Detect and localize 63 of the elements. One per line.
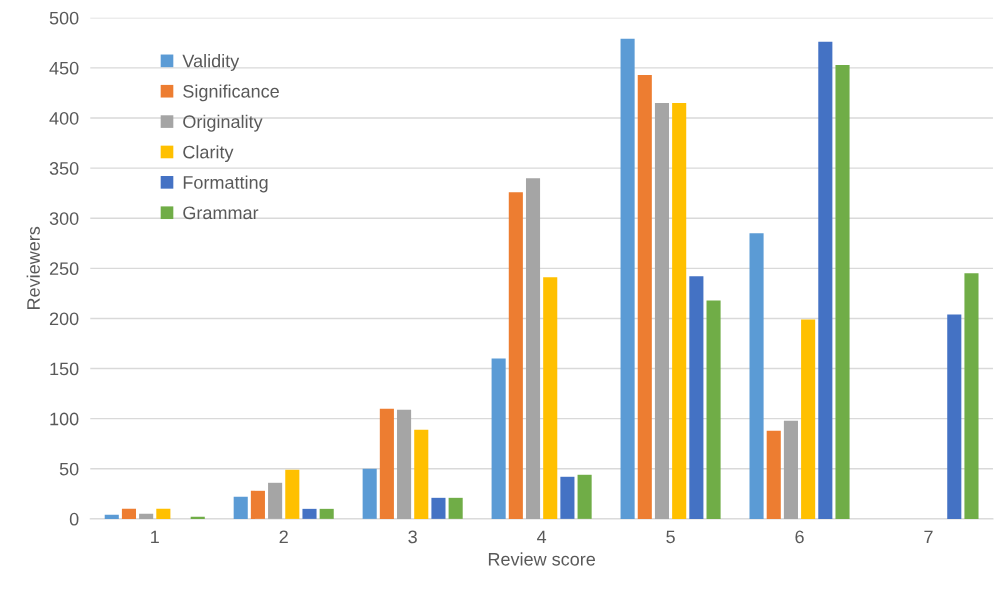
- bar: [835, 64, 850, 519]
- y-tick-label: 450: [49, 61, 79, 75]
- x-tick-label: 3: [408, 530, 417, 544]
- legend-label: Formatting: [183, 175, 268, 193]
- x-tick-label: 2: [279, 530, 288, 544]
- legend-label: Clarity: [183, 145, 234, 163]
- bar: [397, 409, 412, 519]
- bar: [801, 319, 816, 519]
- bar: [525, 178, 541, 519]
- bar: [818, 41, 833, 519]
- y-tick-label: 250: [49, 262, 79, 276]
- y-tick-label: 0: [69, 512, 79, 526]
- bar: [508, 192, 523, 519]
- bar: [250, 490, 265, 519]
- bar: [543, 277, 558, 519]
- y-tick-label: 350: [49, 162, 79, 175]
- bar: [783, 420, 798, 519]
- bar: [577, 474, 592, 519]
- x-tick-label: 6: [795, 530, 804, 544]
- y-tick-label: 50: [59, 462, 79, 476]
- bar: [491, 358, 506, 519]
- y-tick-label: 200: [49, 312, 79, 326]
- y-tick-label: 150: [50, 362, 79, 376]
- bar: [268, 482, 283, 519]
- bar: [302, 508, 317, 519]
- bar: [414, 429, 429, 519]
- bar: [190, 516, 205, 519]
- bar: [431, 497, 446, 519]
- bar: [637, 74, 652, 519]
- legend-label: Validity: [182, 54, 240, 71]
- bar: [654, 102, 670, 519]
- bar: [121, 508, 137, 519]
- y-tick-label: 500: [49, 11, 79, 25]
- y-tick-label: 100: [50, 412, 79, 426]
- bar: [104, 514, 119, 519]
- bar: [156, 508, 171, 519]
- y-tick-label: 300: [49, 212, 79, 225]
- legend-label: Significance: [183, 84, 279, 102]
- bar: [749, 233, 764, 519]
- bar: [672, 102, 687, 519]
- x-tick-label: 5: [666, 530, 675, 544]
- legend-label: Originality: [183, 114, 263, 132]
- y-tick-label: 400: [49, 111, 79, 125]
- x-tick-label: 1: [151, 530, 159, 544]
- bar: [233, 496, 248, 519]
- bar: [139, 513, 154, 519]
- bar: [947, 314, 962, 519]
- bar: [379, 408, 394, 519]
- x-tick-label: 7: [924, 530, 933, 544]
- legend-label: Grammar: [183, 206, 259, 220]
- x-axis-title: Review score: [488, 552, 595, 566]
- bar: [766, 430, 781, 519]
- bar: [620, 38, 635, 519]
- bar: [362, 468, 377, 519]
- y-axis-title: Reviewers: [26, 226, 40, 309]
- x-tick-label: 4: [537, 530, 547, 544]
- bar: [560, 476, 575, 519]
- bar: [285, 469, 300, 519]
- bar: [706, 300, 721, 519]
- bar: [448, 497, 463, 519]
- bar: [319, 508, 334, 519]
- bar: [964, 273, 979, 519]
- bar: [689, 276, 704, 519]
